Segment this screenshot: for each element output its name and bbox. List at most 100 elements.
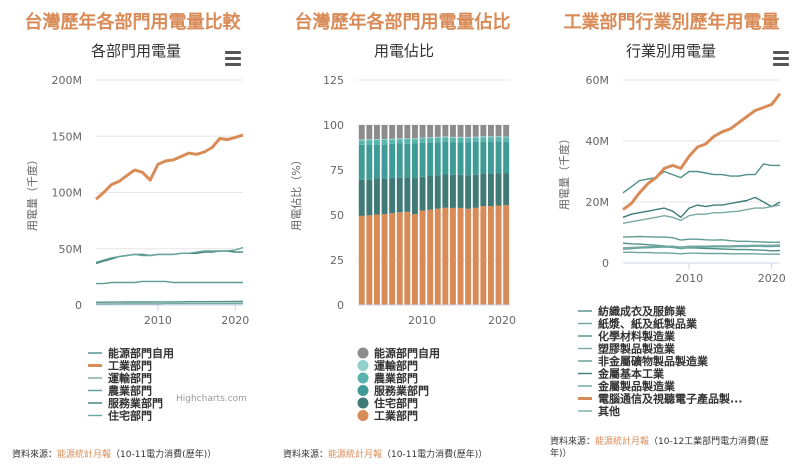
series-line (96, 300, 243, 303)
hamburger-menu-icon[interactable] (222, 49, 244, 69)
stacked-bar-segment (404, 177, 411, 212)
stacked-bar-segment (404, 143, 411, 178)
stacked-bar-segment (472, 125, 479, 137)
y-tick-label: 200M (52, 74, 83, 87)
source-note: 資料來源：能源統計月報（10-11電力消費(歷年)） (12, 450, 217, 460)
stacked-bar-segment (389, 143, 396, 179)
x-tick-label: 2010 (144, 314, 172, 327)
stacked-bar-segment (374, 125, 380, 139)
source-link[interactable]: 能源統計月報 (328, 450, 383, 460)
stacked-bar-segment (457, 174, 464, 208)
stacked-bar-segment (465, 125, 472, 137)
legend-item: 能源部門自用 (374, 346, 440, 360)
stacked-bar-segment (381, 179, 388, 215)
stacked-bar-segment (465, 142, 472, 176)
stacked-bar-segment (427, 175, 434, 210)
stacked-bar-segment (381, 139, 388, 140)
stacked-bar-segment (450, 137, 456, 143)
series-line (622, 163, 780, 194)
stacked-bar-segment (480, 141, 487, 174)
stacked-bar-segment (434, 175, 441, 209)
stacked-bar-segment (495, 125, 502, 137)
stacked-bar-segment (374, 139, 380, 145)
legend-item: 電腦通信及視聽電子產品製... (598, 392, 743, 406)
y-tick-label: 0 (75, 299, 82, 312)
y-tick-label: 125 (323, 74, 344, 87)
stacked-bar-segment (358, 144, 365, 180)
stacked-bar-segment (381, 139, 388, 145)
stacked-bar-segment (404, 211, 411, 305)
series-line (622, 245, 781, 250)
source-link[interactable]: 能源統計月報 (57, 450, 112, 460)
stacked-bar-segment (480, 125, 487, 137)
panel-industry-breakdown: 工業部門行業別歷年用電量 行業別用電量 0 20M 40M 60M 用電量（千度） 2010… (538, 0, 805, 471)
legend-item: 紡織成衣及服飾業 (598, 304, 687, 318)
stacked-bar-segment (389, 139, 396, 144)
hamburger-menu-icon[interactable] (770, 49, 792, 69)
stacked-bar-segment (366, 125, 373, 140)
stacked-bar-segment (381, 125, 388, 139)
stacked-bar-segment (472, 136, 479, 138)
stacked-bar-segment (396, 212, 403, 305)
stacked-bar-segment (488, 206, 494, 305)
stacked-bar-segment (374, 214, 380, 305)
stacked-bar-segment (358, 215, 365, 305)
stacked-bar-segment (442, 136, 449, 138)
stacked-bar-segment (419, 210, 426, 305)
stacked-bar-segment (472, 207, 479, 305)
series-line (622, 244, 781, 249)
source-link[interactable]: 能源統計月報 (595, 437, 650, 447)
stacked-bar-segment (472, 137, 479, 142)
stacked-bar-segment (457, 125, 464, 137)
x-tick-label: 2020 (221, 314, 249, 327)
stacked-bar-segment (457, 207, 464, 305)
legend-item: 運輸部門 (108, 371, 152, 385)
chart-title: 用電佔比 (374, 42, 434, 60)
stacked-bar-segment (495, 173, 502, 206)
y-tick-label: 100M (52, 187, 83, 200)
stacked-bar-segment (434, 208, 441, 305)
stacked-bar-segment (503, 141, 510, 173)
stacked-bar-segment (450, 136, 456, 138)
stacked-bar-segment (427, 137, 434, 139)
y-tick-label: 50M (59, 243, 83, 256)
stacked-bar-segment (465, 137, 472, 143)
stacked-bar-segment (442, 174, 449, 208)
series-line (95, 246, 244, 263)
x-tick-label: 2010 (675, 272, 703, 285)
stacked-bar-segment (366, 215, 373, 305)
x-tick-label: 2020 (758, 272, 786, 285)
stacked-bar-segment (472, 141, 479, 175)
stacked-bar-segment (412, 178, 418, 215)
stacked-bar-segment (488, 137, 494, 142)
stacked-bar-segment (389, 178, 396, 214)
legend-item: 住宅部門 (108, 409, 152, 423)
stacked-bar-segment (488, 136, 494, 138)
stacked-bar-segment (412, 138, 418, 140)
stacked-bar-segment (366, 179, 373, 216)
stacked-bar-segment (480, 136, 487, 138)
stacked-bar-segment (495, 136, 502, 138)
stacked-bar-segment (488, 125, 494, 137)
series-line (623, 251, 780, 255)
series-line (622, 242, 781, 252)
y-axis-label: 用電量（千度） (25, 154, 39, 231)
stacked-bar-segment (427, 138, 434, 143)
stacked-bar-segment (412, 139, 418, 144)
stacked-bar-segment (488, 173, 494, 206)
stacked-bar-segment (358, 179, 365, 216)
stacked-bar-segment (396, 143, 403, 178)
stacked-bar-segment (389, 213, 396, 305)
legend-item: 農業部門 (108, 384, 152, 398)
stacked-bar-segment (442, 137, 449, 142)
legend-item: 能源部門自用 (108, 346, 174, 360)
stacked-bar-segment (434, 137, 441, 143)
stacked-bar-segment (495, 137, 502, 142)
panel-title: 台灣歷年各部門用電量佔比 (294, 12, 511, 33)
stacked-bar-segment (480, 173, 487, 206)
y-axis-label: 用電佔比（%） (289, 154, 303, 230)
stacked-bar-segment (389, 125, 396, 139)
y-tick-label: 150M (52, 130, 83, 143)
stacked-bar-segment (374, 139, 380, 140)
stacked-bar-segment (472, 174, 479, 208)
